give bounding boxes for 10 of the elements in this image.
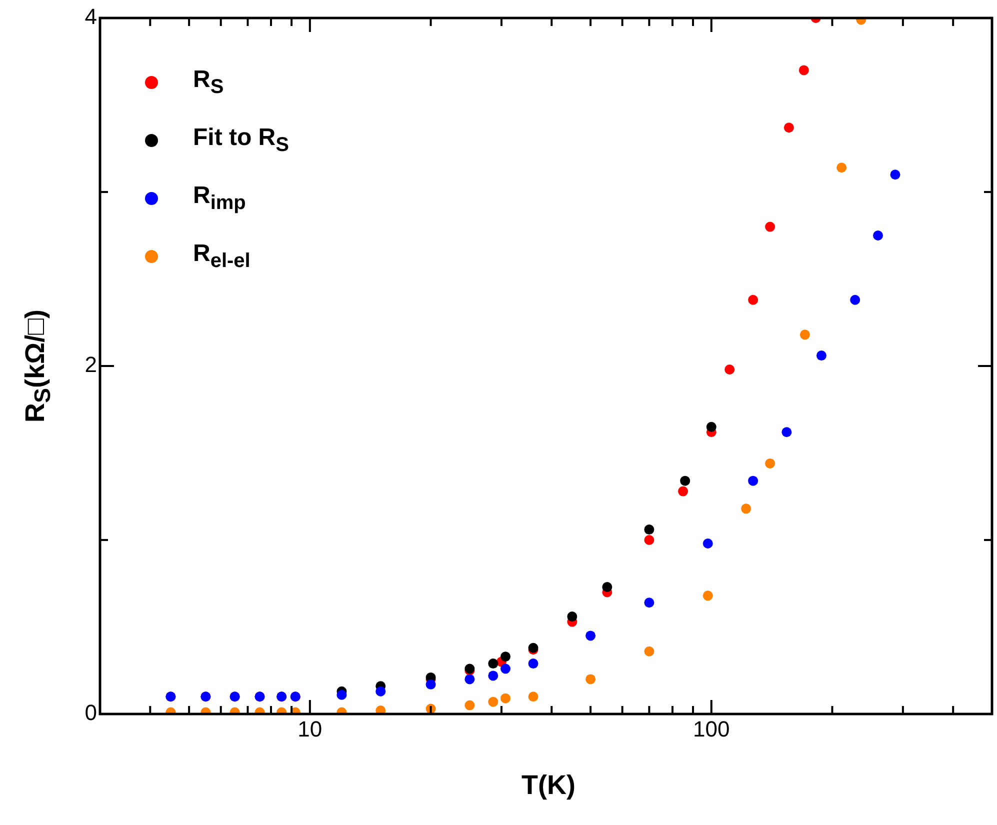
x-tick-label: 10 xyxy=(298,716,322,742)
legend-label: R$_{imp}$ xyxy=(193,182,246,214)
y-tick-label: 2 xyxy=(84,352,97,378)
legend-label: R$_{el-el}$ xyxy=(193,240,250,272)
x-axis-title: T(K) xyxy=(520,770,576,801)
x-tick-label: 100 xyxy=(693,716,730,742)
y-tick-label: 0 xyxy=(84,700,97,726)
legend-label: Fit to R$_{S}$ xyxy=(193,124,289,156)
y-tick-label: 4 xyxy=(84,4,97,30)
legend-label: R$_{S}$ xyxy=(193,66,224,98)
